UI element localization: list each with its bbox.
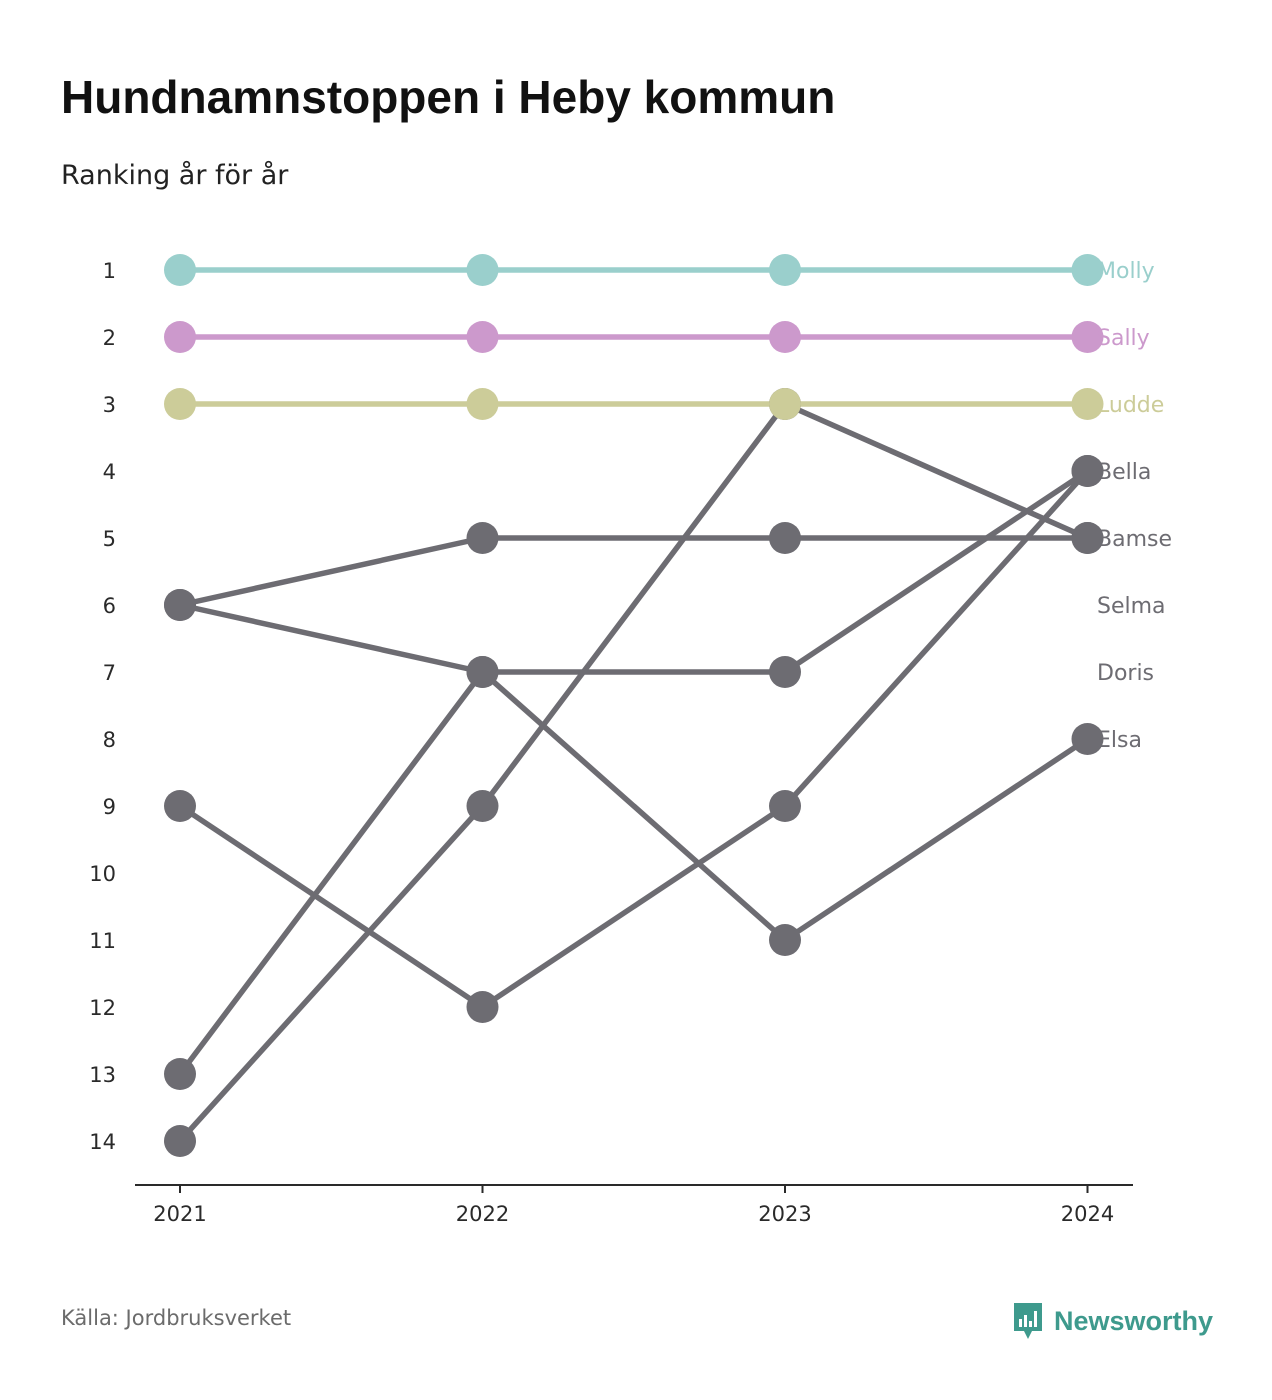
series-line-selma [177,401,1091,1144]
data-point-ludde [769,388,801,420]
series-line-bamse [177,535,1091,608]
series-points [164,254,1104,1157]
data-point-doris [466,656,499,688]
series-line-bella [177,468,1091,1077]
chart-subtitle: Ranking år för år [61,160,289,191]
newsworthy-logo-icon [1014,1303,1042,1339]
y-tick-label: 10 [89,862,116,886]
y-tick-label: 11 [89,929,116,953]
data-point-molly [466,254,499,286]
series-label-bamse: Bamse [1097,527,1172,552]
chart-title: Hundnamnstoppen i Heby kommun [61,71,836,123]
y-tick-label: 2 [103,326,116,350]
y-tick-label: 6 [103,594,116,618]
series-label-molly: Molly [1097,259,1155,284]
data-point-sally [164,321,196,353]
data-point-elsa [769,790,801,822]
data-point-sally [769,321,801,353]
x-tick-label: 2022 [456,1202,509,1226]
x-tick-label: 2021 [153,1202,206,1226]
y-tick-label: 8 [103,728,116,752]
y-tick-label: 9 [103,795,116,819]
x-tick-label: 2024 [1061,1202,1114,1226]
data-point-doris [164,589,196,621]
series-label-selma: Selma [1097,594,1166,619]
x-tick-label: 2023 [758,1202,811,1226]
series-label-sally: Sally [1097,326,1150,351]
data-point-sally [1071,321,1104,353]
data-point-elsa [164,790,196,822]
data-point-selma [164,1125,196,1157]
data-point-sally [466,321,499,353]
data-point-selma [1071,522,1104,554]
y-tick-label: 14 [89,1130,116,1154]
y-tick-label: 1 [103,259,116,283]
data-point-bamse [769,522,801,554]
data-point-elsa [1071,455,1104,487]
series-label-bella: Bella [1097,460,1151,485]
series-label-doris: Doris [1097,661,1154,686]
data-point-molly [1071,254,1104,286]
series-line-elsa [177,468,1091,1010]
brand-logo[interactable]: Newsworthy [1012,1300,1213,1342]
data-point-molly [769,254,801,286]
series-labels: Molly Sally Ludde Bella Bamse Selma Doris Elsa [1097,259,1172,753]
series-label-elsa: Elsa [1097,728,1142,753]
data-point-elsa [466,991,499,1023]
brand-name: Newsworthy [1054,1305,1214,1336]
y-tick-label: 5 [103,527,116,551]
y-tick-label: 13 [89,1063,116,1087]
data-point-bella [769,656,801,688]
x-axis-ticks: 2021 2022 2023 2024 [153,1185,1114,1226]
series-line-doris [177,602,1091,943]
series-lines [177,267,1091,1144]
y-tick-label: 12 [89,996,116,1020]
data-point-ludde [164,388,196,420]
data-point-selma [466,790,499,822]
data-point-molly [164,254,196,286]
data-point-bella [164,1058,196,1090]
data-point-bamse [466,522,499,554]
y-tick-label: 3 [103,393,116,417]
y-tick-label: 4 [103,460,116,484]
source-note: Källa: Jordbruksverket [61,1306,292,1330]
data-point-ludde [466,388,499,420]
data-point-doris [1071,723,1104,755]
y-tick-label: 7 [103,661,116,685]
data-point-ludde [1071,388,1104,420]
data-point-doris [769,924,801,956]
series-label-ludde: Ludde [1097,393,1164,418]
